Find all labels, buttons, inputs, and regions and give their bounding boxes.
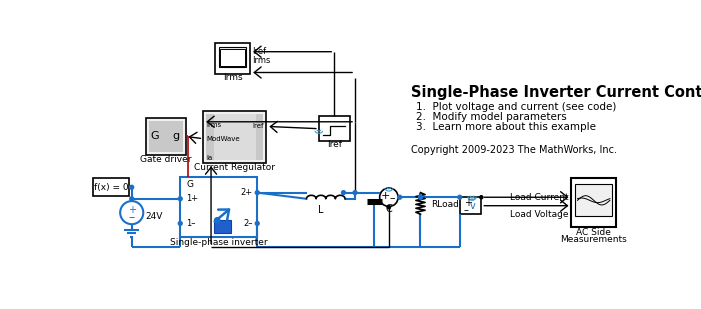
Circle shape: [178, 197, 182, 201]
Text: Iref: Iref: [327, 140, 342, 149]
Text: g: g: [173, 131, 180, 142]
Text: Ia: Ia: [206, 155, 212, 161]
Text: ModWave: ModWave: [206, 136, 240, 142]
Text: 24V: 24V: [146, 212, 163, 221]
Bar: [146, 118, 186, 155]
Text: G: G: [151, 131, 159, 142]
Circle shape: [255, 222, 259, 225]
Text: L: L: [318, 205, 323, 214]
Circle shape: [418, 195, 423, 199]
Bar: [220, 49, 245, 66]
Circle shape: [178, 222, 182, 225]
Circle shape: [380, 188, 398, 206]
Bar: [214, 114, 256, 160]
Text: Single-phase inverter: Single-phase inverter: [170, 238, 268, 247]
Text: +: +: [128, 205, 136, 214]
Circle shape: [341, 191, 346, 195]
Text: Iref: Iref: [252, 47, 266, 56]
Text: –: –: [390, 193, 395, 203]
Bar: [93, 178, 129, 197]
Circle shape: [479, 196, 483, 199]
Bar: [214, 220, 231, 233]
Text: AC Side: AC Side: [576, 228, 611, 237]
Text: 2–: 2–: [243, 219, 252, 228]
Text: Gate driver: Gate driver: [140, 155, 191, 164]
Text: 1+: 1+: [186, 194, 198, 203]
Bar: [206, 114, 264, 160]
Text: Irms: Irms: [252, 56, 270, 65]
Text: +: +: [381, 192, 390, 201]
Text: Irms: Irms: [223, 74, 243, 83]
Circle shape: [215, 218, 220, 223]
Text: –: –: [463, 205, 468, 215]
Circle shape: [255, 191, 259, 195]
Text: –: –: [128, 211, 135, 224]
Bar: [576, 184, 612, 217]
Text: Load Current: Load Current: [510, 193, 569, 202]
Bar: [203, 111, 266, 163]
Text: 2+: 2+: [240, 188, 252, 197]
Bar: [149, 121, 182, 152]
Circle shape: [418, 195, 423, 199]
Bar: [219, 47, 247, 67]
Bar: [460, 197, 482, 214]
Circle shape: [130, 185, 134, 189]
Text: 3.  Learn more about this example: 3. Learn more about this example: [416, 122, 596, 132]
Text: G: G: [186, 180, 193, 189]
Circle shape: [388, 206, 390, 209]
Text: v: v: [470, 201, 476, 211]
Text: f(x) = 0: f(x) = 0: [94, 183, 128, 192]
Text: +: +: [463, 198, 472, 208]
Text: Current Regulator: Current Regulator: [194, 163, 275, 172]
Circle shape: [397, 195, 402, 199]
Bar: [571, 178, 616, 227]
Text: Single-Phase Inverter Current Control: Single-Phase Inverter Current Control: [411, 85, 701, 100]
Text: Copyright 2009-2023 The MathWorks, Inc.: Copyright 2009-2023 The MathWorks, Inc.: [411, 145, 618, 155]
Bar: [319, 116, 350, 141]
Text: 1–: 1–: [186, 219, 196, 228]
Text: 2.  Modify model parameters: 2. Modify model parameters: [416, 112, 566, 122]
Circle shape: [458, 195, 462, 199]
Text: Iref: Iref: [252, 123, 264, 129]
Circle shape: [353, 191, 357, 195]
Bar: [215, 43, 250, 74]
Text: 1.  Plot voltage and current (see code): 1. Plot voltage and current (see code): [416, 102, 616, 112]
Text: RLoad: RLoad: [431, 201, 459, 210]
Circle shape: [130, 197, 134, 201]
Circle shape: [120, 201, 143, 224]
Text: C: C: [385, 204, 392, 214]
Text: Measurements: Measurements: [560, 235, 627, 244]
Bar: [180, 177, 257, 237]
Text: Load Voltage: Load Voltage: [510, 210, 569, 219]
Text: Irms: Irms: [206, 122, 222, 128]
